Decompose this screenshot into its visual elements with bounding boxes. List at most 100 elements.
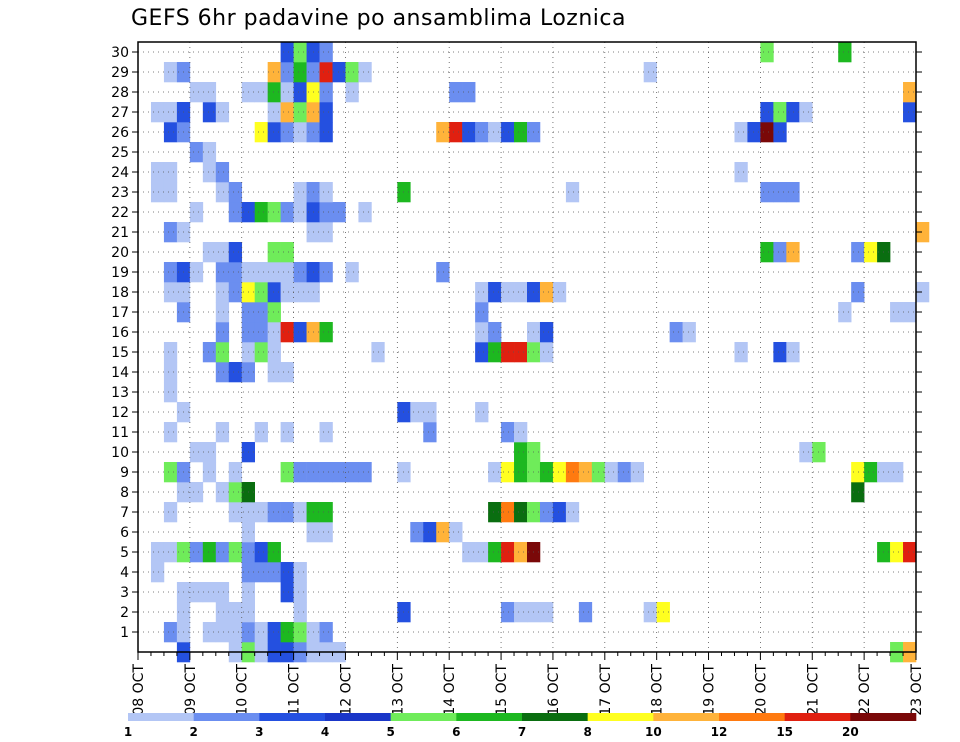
heatmap-cell — [838, 42, 852, 63]
heatmap-cell — [916, 282, 930, 303]
heatmap-cell — [267, 282, 281, 303]
heatmap-cell — [267, 342, 281, 363]
heatmap-cell — [150, 562, 165, 583]
heatmap-cell — [903, 102, 917, 123]
y-tick-label: 10 — [111, 445, 129, 461]
heatmap-cell — [565, 502, 580, 523]
heatmap-cell — [475, 122, 489, 143]
heatmap-cell — [163, 502, 178, 523]
heatmap-cell — [293, 262, 307, 283]
heatmap-cell — [254, 302, 268, 323]
heatmap-cell — [150, 182, 165, 203]
heatmap-cell — [202, 82, 217, 103]
heatmap-cell — [280, 362, 294, 383]
heatmap-cell — [215, 482, 230, 503]
heatmap-cell — [228, 482, 243, 503]
heatmap-cell — [280, 502, 294, 523]
x-axis: 08 OCT 09 OCT 10 OCT 11 OCT 12 OCT 13 OCT 14 O… — [131, 652, 925, 716]
heatmap-cell — [838, 302, 852, 323]
heatmap-cell — [267, 362, 281, 383]
heatmap-cell — [189, 582, 204, 603]
heatmap-cell — [734, 162, 748, 183]
heatmap-cell — [851, 282, 865, 303]
heatmap-cell — [345, 82, 359, 103]
heatmap-cell — [514, 282, 528, 303]
heatmap-cell — [280, 242, 294, 263]
heatmap-cell — [163, 342, 178, 363]
x-tick-label: 11 OCT — [287, 664, 303, 716]
heatmap-cell — [552, 502, 567, 523]
heatmap-cell — [293, 582, 307, 603]
heatmap-cell — [293, 202, 307, 223]
heatmap-cell — [280, 322, 294, 343]
heatmap-cell — [254, 322, 268, 343]
heatmap-cell — [501, 342, 515, 363]
legend-swatch — [522, 713, 588, 721]
legend-label: 20 — [842, 725, 859, 739]
heatmap-cell — [293, 282, 307, 303]
heatmap-cell — [786, 342, 800, 363]
heatmap-cell — [786, 102, 800, 123]
x-tick-label: 17 OCT — [598, 664, 614, 716]
heatmap-cell — [254, 122, 268, 143]
legend-label: 10 — [645, 725, 662, 739]
heatmap-cell — [319, 502, 333, 523]
heatmap-cell — [514, 422, 528, 443]
legend-label: 8 — [583, 725, 591, 739]
heatmap-cell — [215, 582, 230, 603]
legend-label: 5 — [386, 725, 394, 739]
heatmap-cell — [501, 542, 515, 563]
heatmap-cell — [760, 102, 774, 123]
heatmap-cell — [423, 522, 437, 543]
y-tick-label: 2 — [120, 605, 129, 621]
heatmap-cell — [514, 122, 528, 143]
legend-swatch — [325, 713, 391, 721]
heatmap-cell — [280, 562, 294, 583]
heatmap-cell — [163, 382, 178, 403]
y-tick-label: 3 — [120, 585, 129, 601]
heatmap-cell — [254, 542, 268, 563]
heatmap-cell — [488, 282, 502, 303]
heatmap-cell — [630, 462, 644, 483]
heatmap-cell — [254, 502, 268, 523]
y-tick-label: 12 — [111, 405, 129, 421]
x-tick-label: 13 OCT — [390, 664, 406, 716]
heatmap-cell — [189, 542, 204, 563]
heatmap-cell — [215, 102, 230, 123]
heatmap-cell — [916, 222, 930, 243]
y-tick-label: 17 — [111, 305, 129, 321]
heatmap-cell — [864, 242, 878, 263]
heatmap-cell — [319, 62, 333, 83]
heatmap-cell — [539, 342, 554, 363]
heatmap-cell — [280, 202, 294, 223]
heatmap-cell — [163, 542, 178, 563]
y-tick-label: 13 — [111, 385, 129, 401]
heatmap-cell — [552, 462, 567, 483]
heatmap-cell — [215, 182, 230, 203]
heatmap-cell — [189, 202, 204, 223]
heatmap-cell — [163, 162, 178, 183]
legend-label: 1 — [124, 725, 132, 739]
x-tick-label: 14 OCT — [442, 664, 458, 716]
x-tick-label: 16 OCT — [546, 664, 562, 716]
heatmap-cell — [163, 622, 178, 643]
heatmap-cell — [202, 582, 217, 603]
heatmap-cell — [786, 182, 800, 203]
heatmap-cell — [163, 462, 178, 483]
y-tick-label: 24 — [111, 165, 129, 181]
heatmap-cell — [280, 282, 294, 303]
heatmap-cell — [449, 522, 463, 543]
heatmap-cell — [358, 462, 372, 483]
heatmap-cell — [293, 462, 307, 483]
heatmap-cell — [202, 542, 217, 563]
heatmap-cell — [280, 422, 294, 443]
heatmap-cell — [501, 422, 515, 443]
heatmap-cell — [539, 322, 554, 343]
x-tick-label: 12 OCT — [338, 664, 354, 716]
heatmap-cell — [734, 122, 748, 143]
heatmap-cell — [293, 182, 307, 203]
y-tick-label: 11 — [111, 425, 129, 441]
y-tick-label: 5 — [120, 545, 129, 561]
heatmap-cell — [319, 462, 333, 483]
y-tick-label: 15 — [111, 345, 129, 361]
